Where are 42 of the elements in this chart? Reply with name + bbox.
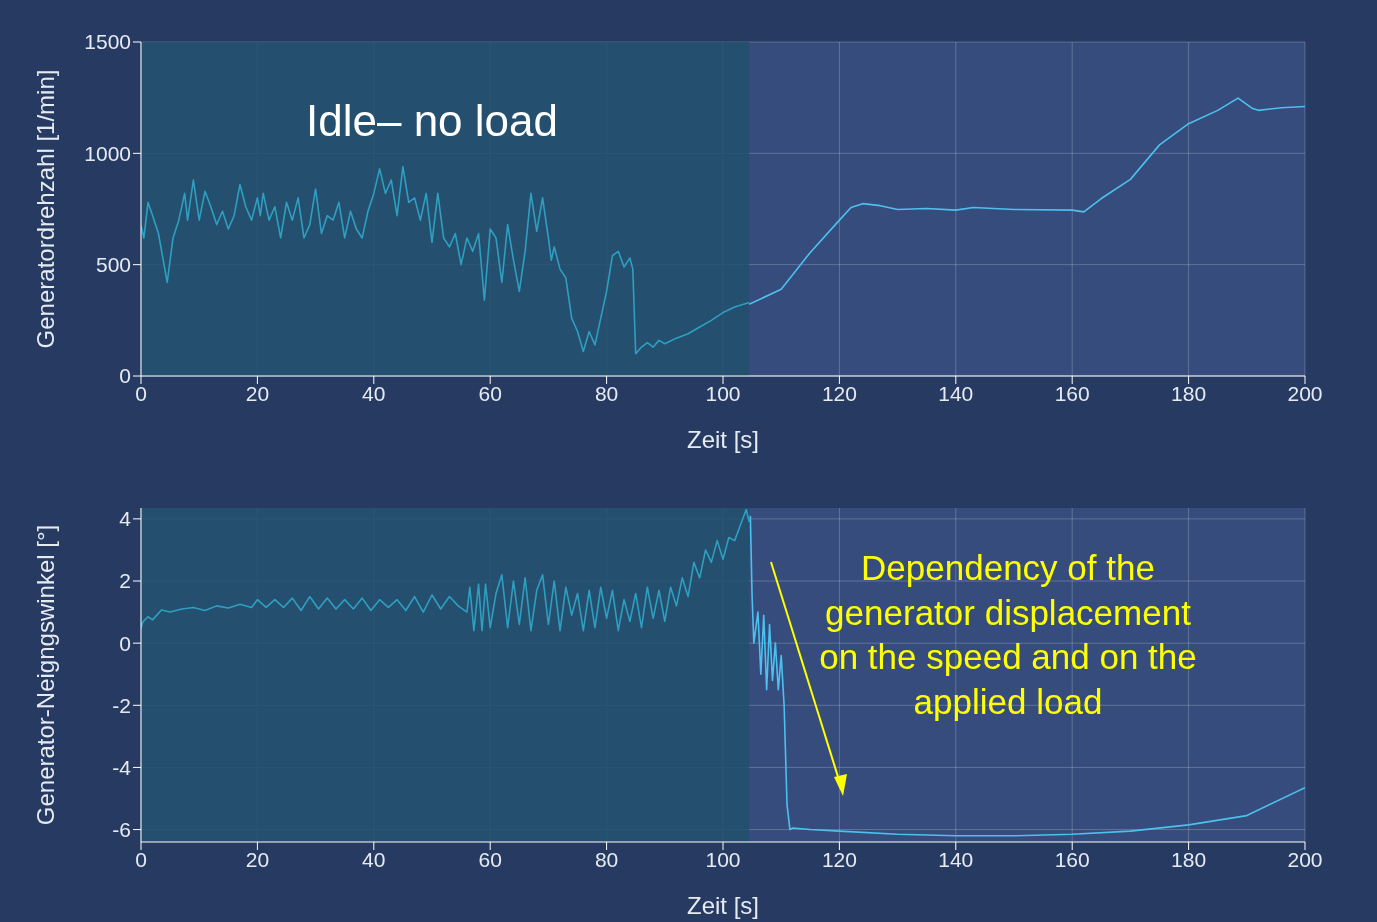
y-tick-label: 0 — [119, 364, 131, 388]
x-tick-label: 120 — [821, 847, 857, 871]
line-series — [749, 514, 1305, 837]
x-tick-label: 140 — [938, 847, 974, 871]
y-tick-label: 2 — [119, 569, 131, 593]
y-tick-label: 4 — [119, 507, 132, 531]
x-tick-label: 160 — [1054, 381, 1090, 405]
x-tick-label: 80 — [594, 381, 619, 405]
y-tick-label: 1000 — [84, 141, 131, 165]
x-tick-label: 60 — [478, 381, 502, 405]
x-tick-label: 0 — [135, 847, 147, 871]
line-series — [141, 165, 750, 355]
x-tick-label: 20 — [245, 381, 270, 405]
annotation: Idle– no load — [306, 96, 558, 146]
x-tick-label: 40 — [362, 381, 386, 405]
x-tick-label: 120 — [821, 381, 857, 405]
y-tick-label: 0 — [119, 631, 131, 655]
x-tick-label: 0 — [135, 381, 147, 405]
x-tick-label: 180 — [1171, 847, 1207, 871]
x-tick-label: 200 — [1287, 847, 1323, 871]
x-tick-label: 100 — [705, 847, 741, 871]
x-axis-title: Zeit [s] — [686, 426, 760, 453]
y-tick-label: -2 — [112, 693, 131, 717]
x-tick-label: 40 — [362, 847, 386, 871]
x-tick-label: 60 — [478, 847, 502, 871]
line-series — [141, 508, 750, 632]
y-axis-title: Generator-Neigngswinkel [°] — [31, 524, 59, 826]
y-tick-label: -4 — [112, 755, 132, 779]
x-tick-label: 140 — [938, 381, 974, 405]
x-tick-label: 100 — [705, 381, 741, 405]
y-tick-label: -6 — [112, 818, 131, 842]
x-tick-label: 200 — [1287, 381, 1323, 405]
line-series — [748, 97, 1305, 306]
x-tick-label: 80 — [594, 847, 619, 871]
y-tick-label: 1500 — [84, 30, 131, 54]
y-tick-label: 500 — [95, 253, 131, 277]
x-tick-label: 160 — [1054, 847, 1090, 871]
x-axis-title: Zeit [s] — [686, 892, 760, 919]
x-tick-label: 180 — [1171, 381, 1207, 405]
annotation: Dependency of the generator displacement on the speed and on the applied load — [818, 547, 1198, 723]
y-axis-title: Generatordrehzahl [1/min] — [31, 69, 59, 349]
x-tick-label: 20 — [245, 847, 270, 871]
